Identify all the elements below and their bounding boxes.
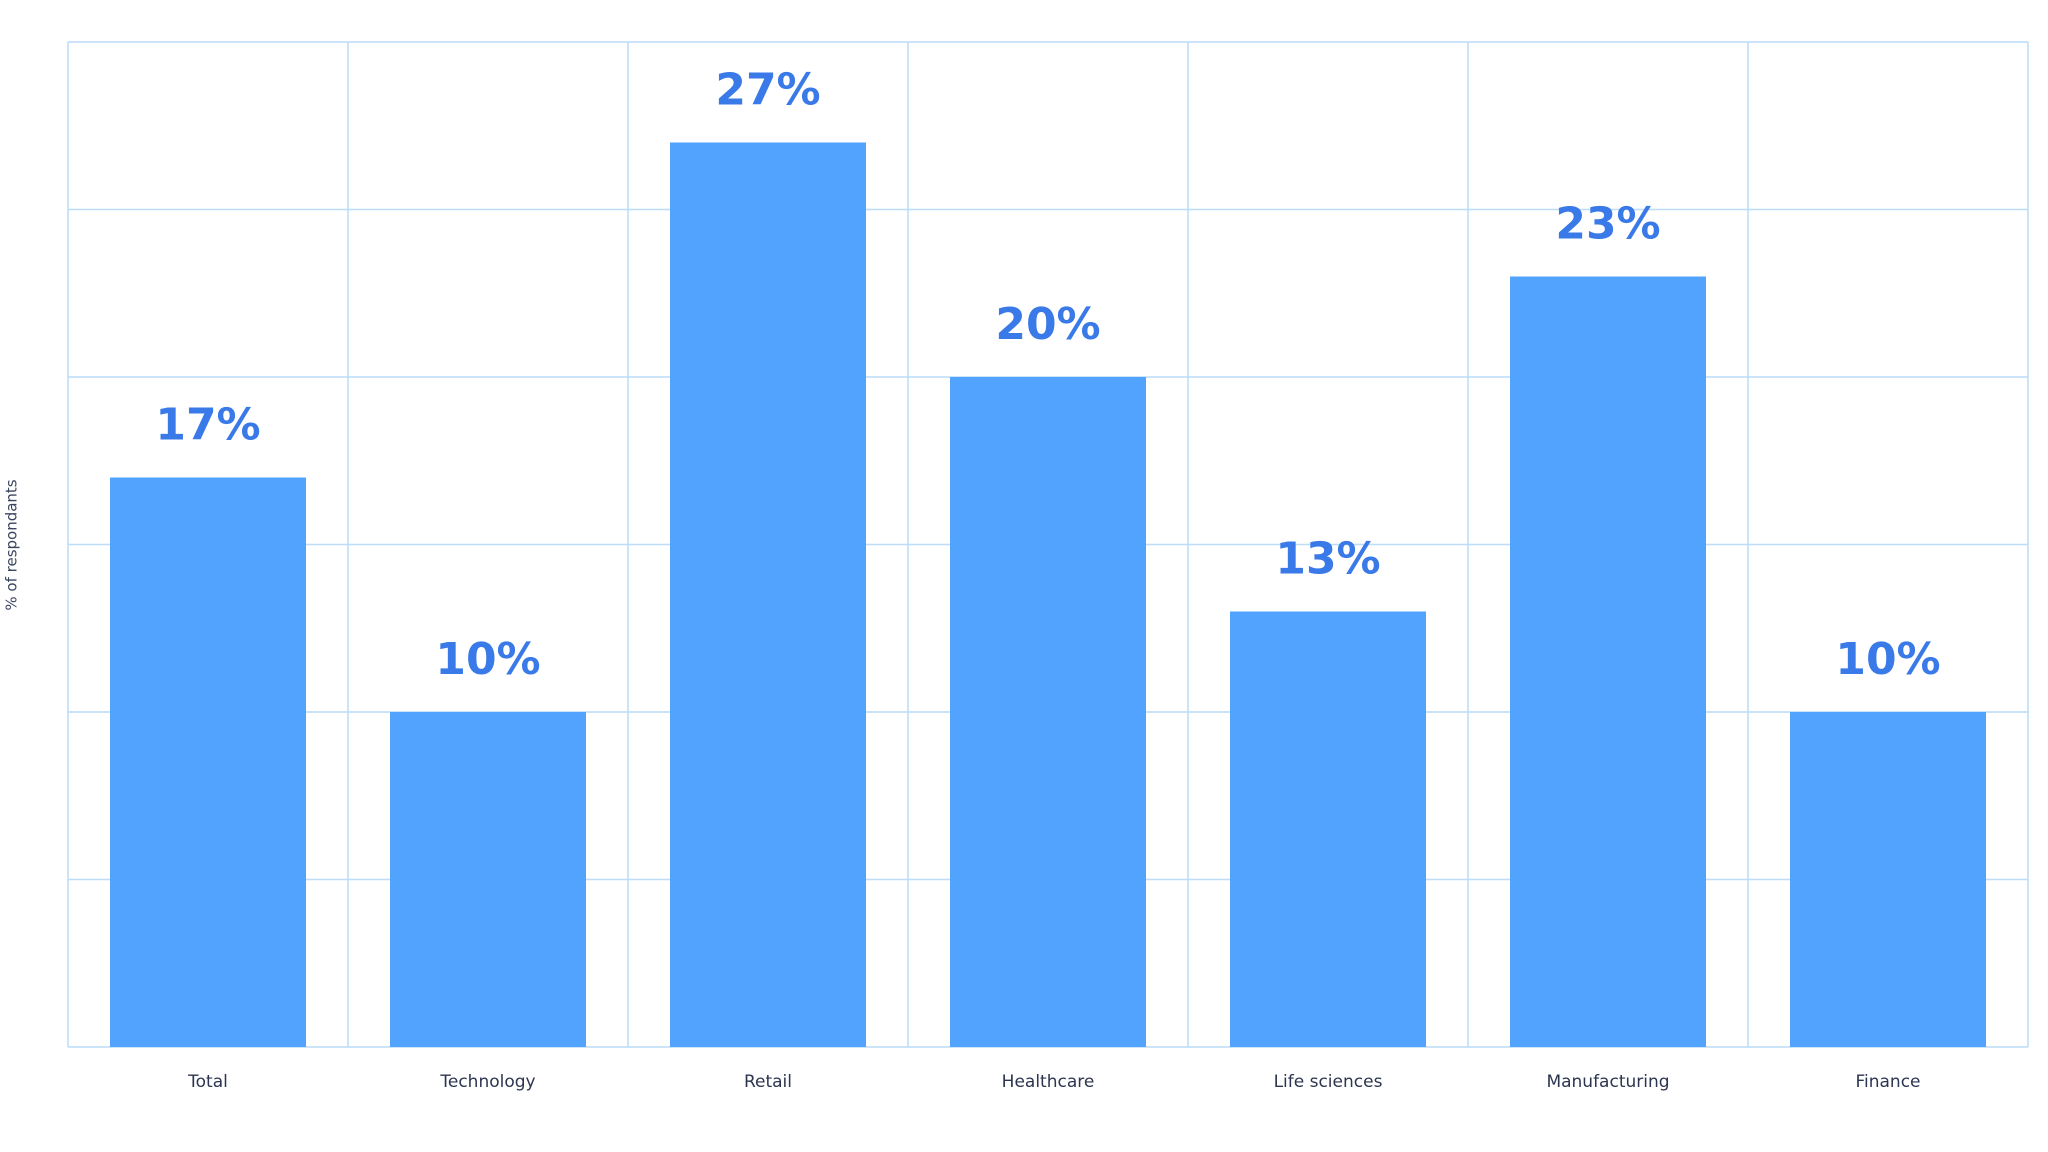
x-tick-label: Finance	[1855, 1072, 1920, 1092]
x-tick-label: Retail	[744, 1072, 792, 1092]
bar	[390, 712, 586, 1047]
value-label: 27%	[715, 65, 820, 116]
x-tick-label: Technology	[439, 1072, 535, 1092]
x-tick-label: Life sciences	[1274, 1072, 1383, 1092]
bar	[1230, 611, 1426, 1047]
value-label: 20%	[995, 299, 1100, 350]
x-tick-label: Manufacturing	[1546, 1072, 1669, 1092]
y-axis-title: % of respondants	[3, 479, 21, 610]
bar	[1510, 276, 1706, 1047]
bar	[110, 477, 306, 1047]
bar	[1790, 712, 1986, 1047]
bar	[670, 142, 866, 1047]
value-label: 10%	[1835, 634, 1940, 685]
value-label: 23%	[1555, 199, 1660, 250]
x-tick-label: Healthcare	[1002, 1072, 1095, 1092]
value-label: 13%	[1275, 534, 1380, 585]
bar	[950, 377, 1146, 1047]
value-label: 10%	[435, 634, 540, 685]
value-label: 17%	[155, 400, 260, 451]
x-tick-label: Total	[187, 1072, 228, 1092]
